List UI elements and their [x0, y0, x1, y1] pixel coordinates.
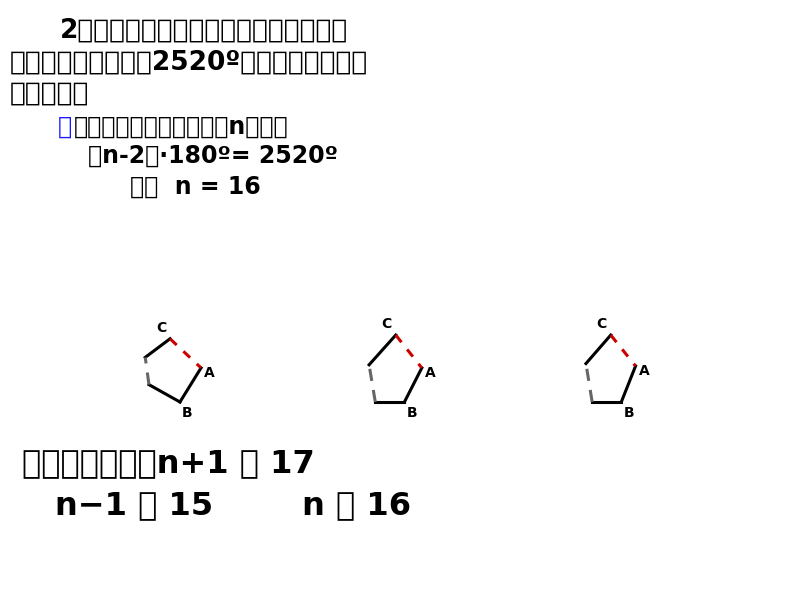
Text: 2、一个多边形截去一个角后，形成另一: 2、一个多边形截去一个角后，形成另一: [60, 18, 349, 44]
Text: C: C: [381, 317, 391, 331]
Text: B: B: [182, 406, 193, 420]
Text: 个多边形的内角和为2520º，则原多边形的边: 个多边形的内角和为2520º，则原多边形的边: [10, 49, 368, 75]
Text: 原多边形边数为n+1 ＝ 17: 原多边形边数为n+1 ＝ 17: [22, 448, 314, 479]
Text: ：设新的多边形的边数为n，则有: ：设新的多边形的边数为n，则有: [74, 115, 289, 139]
Text: 解: 解: [58, 115, 72, 139]
Text: 解得  n = 16: 解得 n = 16: [130, 175, 260, 198]
Text: C: C: [156, 321, 166, 335]
Text: C: C: [596, 317, 607, 331]
Text: （n-2）·180º= 2520º: （n-2）·180º= 2520º: [88, 144, 338, 168]
Text: B: B: [407, 406, 417, 420]
Text: 数为多少？: 数为多少？: [10, 80, 90, 107]
Text: A: A: [204, 366, 215, 380]
Text: A: A: [638, 364, 649, 378]
Text: A: A: [425, 366, 436, 380]
Text: n−1 ＝ 15        n ＝ 16: n−1 ＝ 15 n ＝ 16: [55, 490, 411, 521]
Text: B: B: [623, 406, 634, 420]
